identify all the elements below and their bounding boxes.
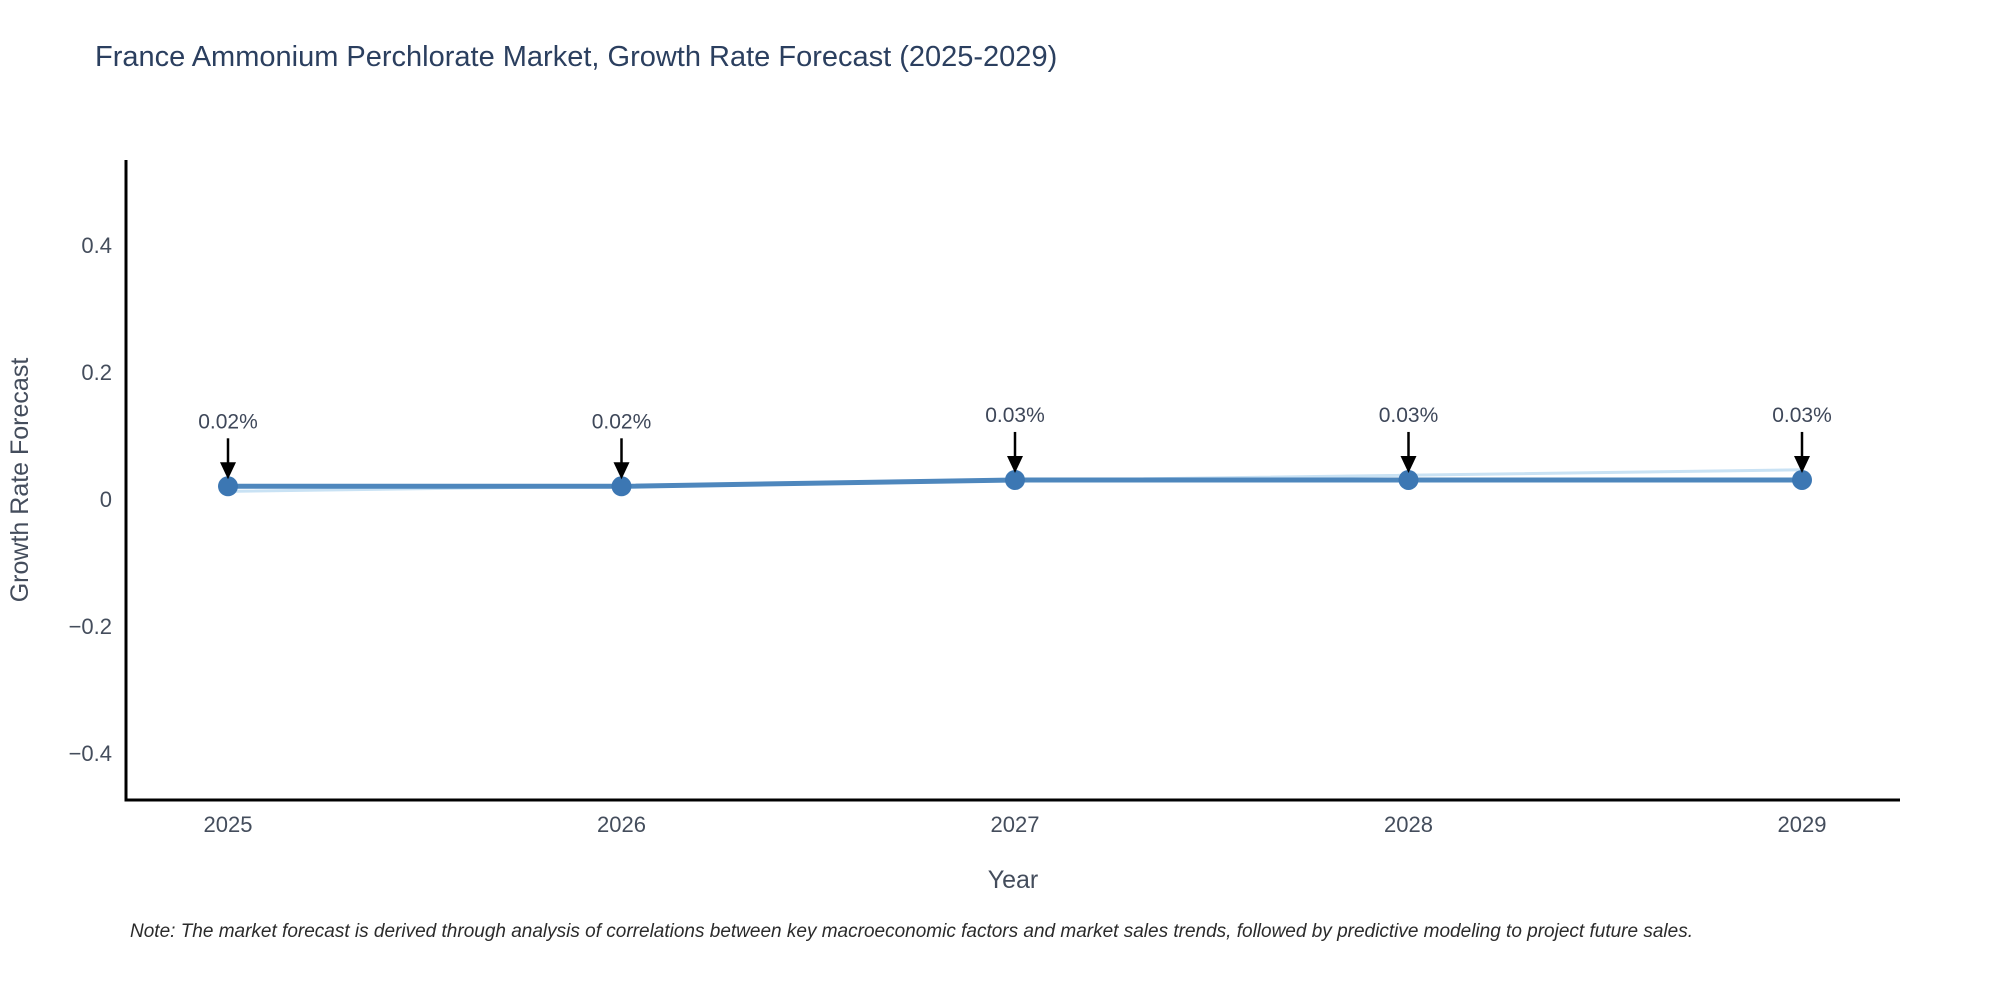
x-tick-label: 2027 xyxy=(991,812,1040,837)
y-tick-label: 0 xyxy=(100,487,112,512)
data-point-marker xyxy=(611,476,632,497)
chart-footnote: Note: The market forecast is derived thr… xyxy=(130,921,1693,942)
x-tick-label: 2028 xyxy=(1384,812,1433,837)
annotation-arrowhead-icon xyxy=(613,462,630,480)
point-annotation: 0.03% xyxy=(1379,404,1439,427)
annotation-arrowhead-icon xyxy=(1794,455,1810,473)
y-tick-labels: 0.4 0.2 0 −0.2 −0.4 xyxy=(69,233,112,766)
x-tick-labels: 2025 2026 2027 2028 2029 xyxy=(204,812,1827,837)
x-tick-label: 2026 xyxy=(597,812,646,837)
annotation-arrowhead-icon xyxy=(220,462,236,480)
annotation-layer: 0.02% 0.02% 0.03% 0.03% 0.03% xyxy=(198,404,1832,480)
point-annotation: 0.02% xyxy=(592,410,652,433)
x-tick-label: 2029 xyxy=(1778,812,1827,837)
chart-title: France Ammonium Perchlorate Market, Grow… xyxy=(95,41,1057,73)
series-layer xyxy=(218,469,1812,497)
data-point-marker xyxy=(1398,469,1419,490)
x-tick-label: 2025 xyxy=(204,812,253,837)
y-tick-label: −0.4 xyxy=(69,741,112,766)
point-annotation: 0.03% xyxy=(985,404,1045,427)
data-point-marker xyxy=(1005,469,1025,490)
y-tick-label: −0.2 xyxy=(69,614,112,639)
data-point-marker xyxy=(218,476,238,497)
y-tick-label: 0.2 xyxy=(81,360,112,385)
annotation-arrowhead-icon xyxy=(1007,455,1023,473)
point-annotation: 0.02% xyxy=(198,410,258,433)
y-tick-label: 0.4 xyxy=(81,233,112,258)
annotation-arrowhead-icon xyxy=(1400,455,1417,473)
x-axis-title: Year xyxy=(988,866,1039,894)
data-point-marker xyxy=(1792,469,1812,490)
point-annotation: 0.03% xyxy=(1772,404,1832,427)
y-axis-title: Growth Rate Forecast xyxy=(6,358,34,603)
